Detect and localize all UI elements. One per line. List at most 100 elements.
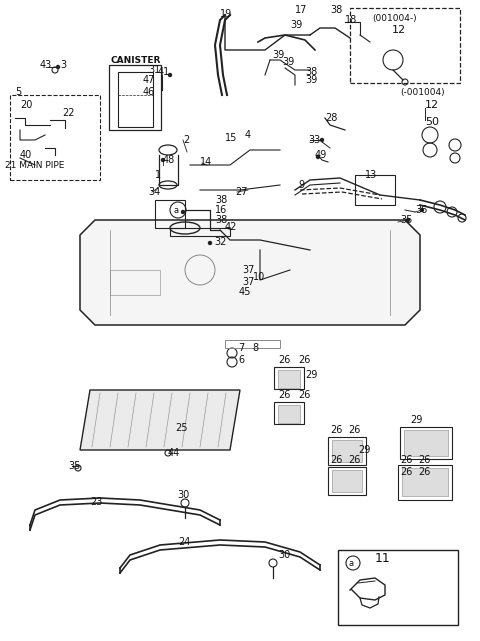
Text: 37: 37 <box>242 277 254 287</box>
Text: 22: 22 <box>62 108 74 118</box>
Text: a: a <box>173 206 179 215</box>
Text: 6: 6 <box>238 355 244 365</box>
Text: 40: 40 <box>20 150 32 160</box>
Text: 25: 25 <box>175 423 188 433</box>
Circle shape <box>208 242 212 244</box>
Text: 19: 19 <box>220 9 232 19</box>
Bar <box>350 8 460 83</box>
Bar <box>109 65 161 130</box>
Bar <box>225 340 280 348</box>
Bar <box>274 367 304 389</box>
Bar <box>398 465 452 500</box>
Text: 26: 26 <box>418 455 431 465</box>
Text: 45: 45 <box>239 287 252 297</box>
Text: 8: 8 <box>252 343 258 353</box>
Text: 26: 26 <box>348 425 360 435</box>
Text: 33: 33 <box>308 135 320 145</box>
Bar <box>110 270 160 295</box>
Circle shape <box>161 158 165 162</box>
Text: 11: 11 <box>375 551 391 565</box>
Text: 39: 39 <box>272 50 284 60</box>
Text: 26: 26 <box>400 455 412 465</box>
Text: 35: 35 <box>68 461 80 471</box>
Text: 7: 7 <box>238 343 244 353</box>
Text: 10: 10 <box>253 272 265 282</box>
Text: 37: 37 <box>242 265 254 275</box>
Text: 21 MAIN PIPE: 21 MAIN PIPE <box>5 160 64 169</box>
Polygon shape <box>80 390 240 450</box>
Text: 18: 18 <box>345 15 357 25</box>
Text: 42: 42 <box>225 222 238 232</box>
Text: 38: 38 <box>215 215 227 225</box>
Circle shape <box>168 74 171 76</box>
Circle shape <box>321 138 324 142</box>
Bar <box>338 550 458 625</box>
Text: 23: 23 <box>90 497 102 507</box>
Text: 43: 43 <box>40 60 52 70</box>
Bar <box>328 467 366 495</box>
Text: 12: 12 <box>425 100 439 110</box>
Circle shape <box>316 156 320 158</box>
Text: 26: 26 <box>330 425 342 435</box>
Text: 38: 38 <box>215 195 227 205</box>
Text: 29: 29 <box>305 370 317 380</box>
Circle shape <box>181 210 184 213</box>
Text: 28: 28 <box>325 113 337 123</box>
Text: 3: 3 <box>60 60 66 70</box>
Text: 46: 46 <box>143 87 155 97</box>
Text: 41: 41 <box>158 67 170 77</box>
Text: 30: 30 <box>177 490 189 500</box>
Text: 26: 26 <box>400 467 412 477</box>
Text: 13: 13 <box>365 170 377 180</box>
Text: 16: 16 <box>215 205 227 215</box>
Text: 29: 29 <box>410 415 422 425</box>
Text: 30: 30 <box>278 550 290 560</box>
Text: 49: 49 <box>315 150 327 160</box>
Circle shape <box>420 208 423 212</box>
Bar <box>332 440 362 462</box>
Circle shape <box>57 65 60 69</box>
Text: 26: 26 <box>278 390 290 400</box>
Bar <box>332 470 362 492</box>
Text: 26: 26 <box>418 467 431 477</box>
Text: 1: 1 <box>155 170 161 180</box>
Text: 20: 20 <box>20 100 32 110</box>
Text: 5: 5 <box>15 87 21 97</box>
Text: 44: 44 <box>168 448 180 458</box>
Bar <box>155 200 185 228</box>
Bar <box>10 95 100 180</box>
Text: 35: 35 <box>400 215 412 225</box>
Bar <box>278 370 300 388</box>
Text: 24: 24 <box>178 537 191 547</box>
Bar <box>328 437 366 465</box>
Text: 4: 4 <box>245 130 251 140</box>
Bar <box>118 72 153 127</box>
Text: 26: 26 <box>330 455 342 465</box>
Bar <box>404 430 448 456</box>
Bar <box>400 427 452 459</box>
Text: 39: 39 <box>305 75 317 85</box>
Text: a: a <box>348 558 354 567</box>
Text: 34: 34 <box>148 187 160 197</box>
Text: (001004-): (001004-) <box>372 13 417 22</box>
Text: CANISTER: CANISTER <box>110 56 160 65</box>
Text: 50: 50 <box>425 117 439 127</box>
Text: 9: 9 <box>298 180 304 190</box>
Text: 12: 12 <box>392 25 406 35</box>
Bar <box>402 468 448 496</box>
Text: 47: 47 <box>143 75 156 85</box>
Text: 26: 26 <box>348 455 360 465</box>
Text: 27: 27 <box>235 187 248 197</box>
Bar <box>355 175 395 205</box>
Text: 15: 15 <box>225 133 238 143</box>
Text: 26: 26 <box>298 355 311 365</box>
Text: 36: 36 <box>415 205 427 215</box>
Text: 14: 14 <box>200 157 212 167</box>
Circle shape <box>407 219 409 222</box>
Text: 39: 39 <box>290 20 302 30</box>
Text: 48: 48 <box>163 155 175 165</box>
Text: 31: 31 <box>148 65 160 75</box>
Text: 26: 26 <box>298 390 311 400</box>
Text: 38: 38 <box>330 5 342 15</box>
Polygon shape <box>80 220 420 325</box>
